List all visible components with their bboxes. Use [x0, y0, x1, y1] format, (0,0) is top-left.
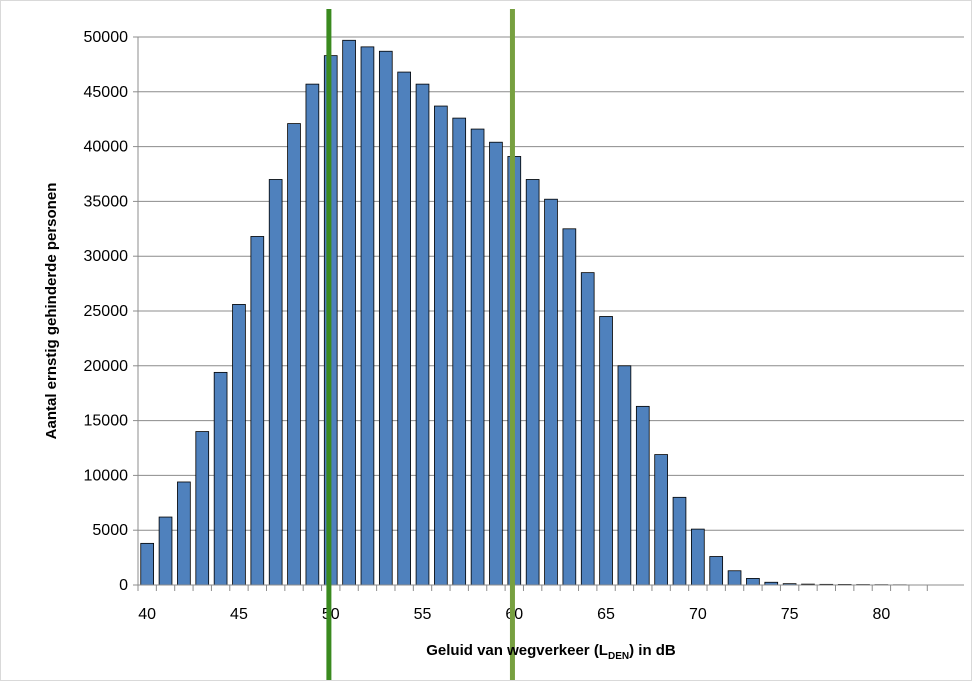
bar — [544, 198, 558, 586]
bar — [287, 123, 301, 586]
bar — [342, 39, 356, 586]
bar — [140, 542, 155, 586]
x-tick-label: 65 — [597, 606, 615, 623]
y-axis-title: Aantal ernstig gehinderde personen — [43, 183, 60, 440]
bar — [709, 556, 724, 586]
reference-lines — [326, 9, 515, 680]
x-tick-label: 80 — [873, 606, 891, 623]
y-tick-label: 40000 — [84, 139, 129, 156]
x-tick-label: 40 — [138, 606, 156, 623]
x-axis-title-subscript: DEN — [608, 651, 629, 662]
bar — [268, 179, 283, 586]
bar — [213, 371, 228, 586]
bar — [305, 83, 320, 586]
bar — [727, 570, 742, 586]
y-tick-label: 35000 — [84, 193, 129, 210]
bar — [177, 481, 191, 586]
x-axis-title-prefix: Geluid van wegverkeer (L — [426, 642, 608, 659]
bar — [415, 83, 430, 586]
y-tick-labels: 0 5000 10000 15000 20000 25000 30000 35000 40000… — [84, 29, 129, 594]
bar — [562, 228, 577, 586]
x-axis-title: Geluid van wegverkeer (LDEN) in dB — [426, 642, 676, 662]
bar — [525, 179, 540, 586]
bar — [746, 578, 760, 586]
x-tick-label: 55 — [414, 606, 432, 623]
y-tick-label: 20000 — [84, 358, 129, 375]
y-tick-label: 10000 — [84, 467, 129, 484]
y-tick-label: 45000 — [84, 84, 129, 101]
bar — [617, 365, 632, 586]
y-tick-label: 30000 — [84, 248, 129, 265]
bar — [397, 71, 411, 586]
bar — [250, 236, 265, 586]
bar — [691, 528, 705, 586]
bars — [140, 39, 907, 586]
bar — [434, 105, 448, 586]
bar — [470, 128, 485, 586]
y-tick-label: 5000 — [92, 522, 128, 539]
y-tick-label: 15000 — [84, 413, 129, 430]
bar — [654, 454, 668, 586]
y-tick-label: 0 — [119, 577, 128, 594]
bar — [580, 272, 595, 586]
x-tick-label: 45 — [230, 606, 248, 623]
bar — [672, 496, 687, 586]
bar — [378, 50, 393, 586]
bar — [232, 304, 246, 586]
bar — [452, 117, 467, 586]
axes — [133, 36, 964, 591]
bar — [489, 141, 503, 586]
bar — [360, 46, 375, 586]
x-tick-label: 75 — [781, 606, 799, 623]
y-tick-label: 25000 — [84, 303, 129, 320]
x-tick-label: 70 — [689, 606, 707, 623]
bar — [195, 431, 210, 586]
bar — [158, 516, 173, 586]
y-tick-label: 50000 — [84, 29, 129, 46]
bar — [635, 405, 650, 586]
bar — [599, 316, 613, 586]
x-axis-title-suffix: ) in dB — [629, 642, 676, 659]
x-tick-labels: 404550556065707580 — [138, 606, 890, 623]
